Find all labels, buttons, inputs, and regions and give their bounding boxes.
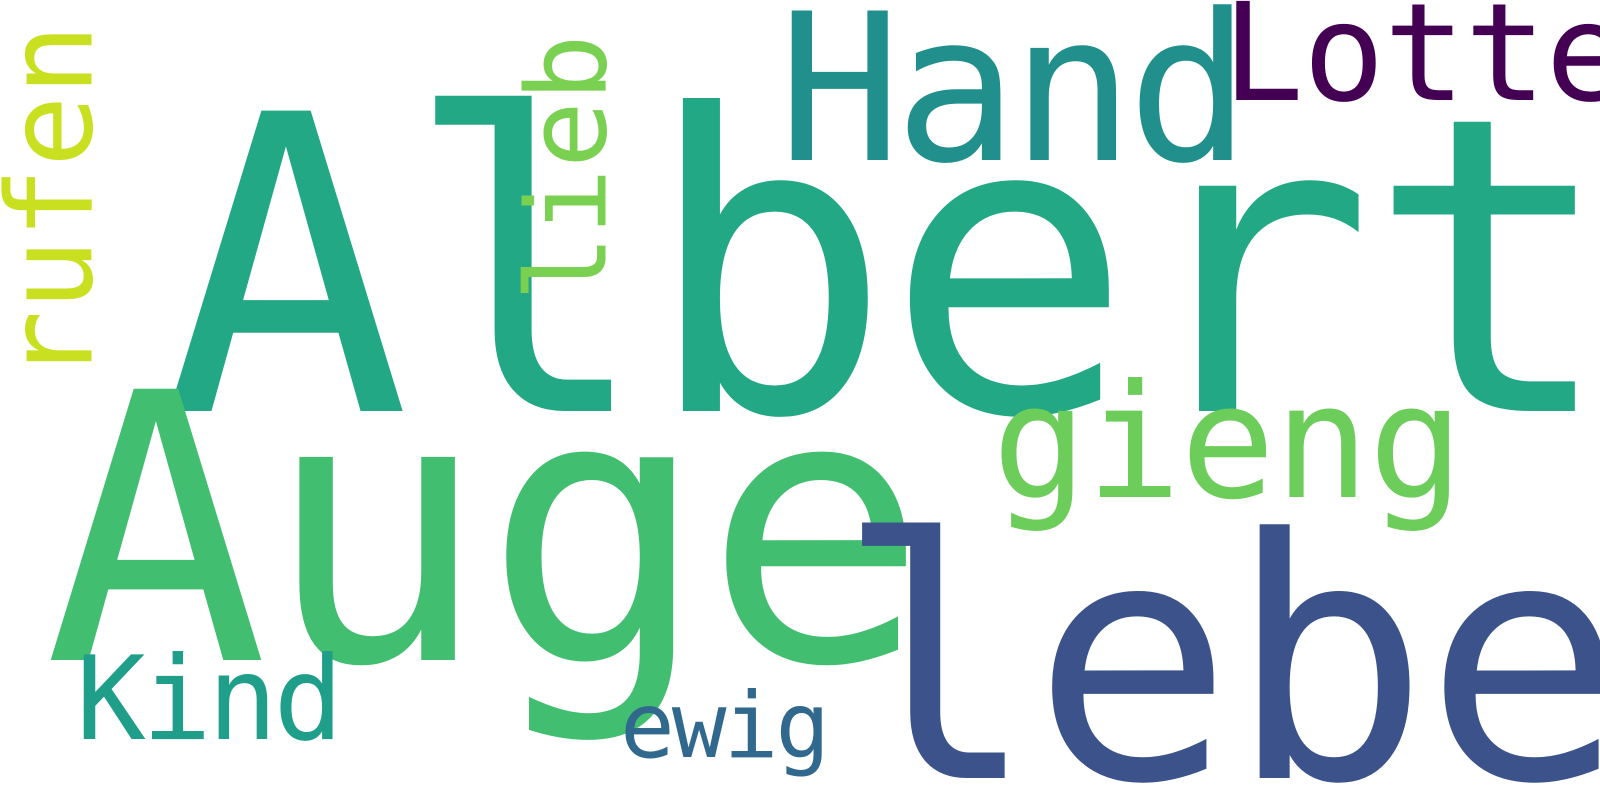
word-hand: Hand xyxy=(778,0,1251,209)
word-kind: Kind xyxy=(76,632,343,767)
word-leben: leben xyxy=(836,468,1600,800)
word-lieb: lieb xyxy=(503,34,633,302)
word-lotte: Lotte xyxy=(1222,0,1600,133)
word-albert: Albert xyxy=(162,30,1600,509)
word-auge: Auge xyxy=(44,315,928,748)
word-gieng: gieng xyxy=(992,351,1464,535)
word-rufen: rufen xyxy=(0,23,121,383)
word-ewig: ewig xyxy=(620,674,830,779)
